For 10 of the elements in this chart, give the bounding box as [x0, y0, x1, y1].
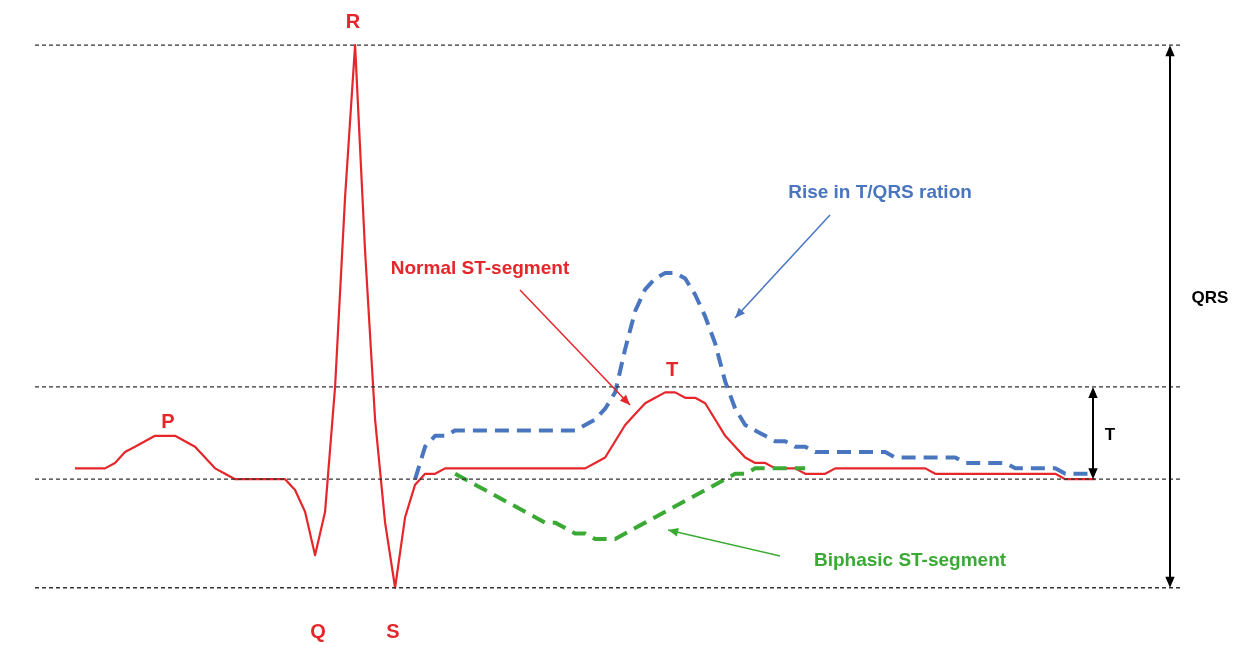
annotation: T	[665, 358, 679, 380]
annotation: Normal ST-segment	[390, 257, 570, 278]
annotation: Biphasic ST-segment	[813, 549, 1007, 570]
annotation: Rise in T/QRS ration	[788, 181, 972, 202]
text: T	[1104, 425, 1116, 444]
text: QRS	[1191, 288, 1229, 307]
annotation: P	[161, 410, 175, 432]
text: R	[345, 10, 361, 32]
text: Q	[310, 620, 326, 642]
text: S	[386, 620, 400, 642]
